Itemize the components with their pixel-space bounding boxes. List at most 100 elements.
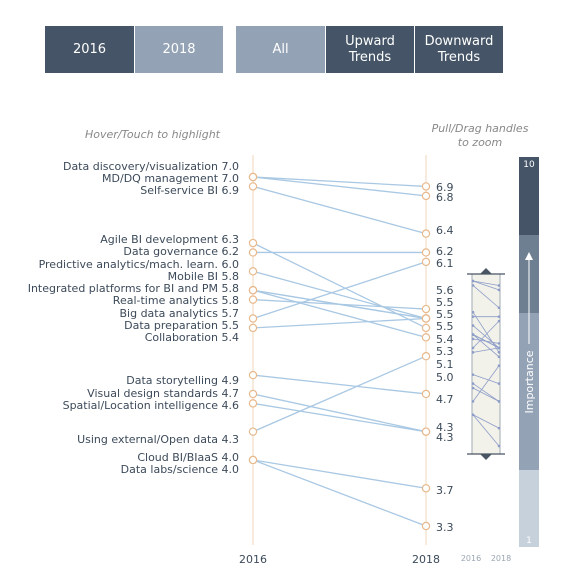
point-2016[interactable] — [248, 314, 258, 323]
left-label[interactable]: Collaboration 5.4 — [145, 331, 239, 344]
left-label[interactable]: MD/DQ management 7.0 — [102, 172, 239, 185]
point-2016[interactable] — [248, 427, 258, 436]
mini-series-line — [472, 374, 500, 384]
point-2016[interactable] — [248, 182, 258, 191]
series-line[interactable] — [252, 459, 427, 489]
series-line[interactable] — [252, 261, 427, 320]
mini-series-line — [472, 347, 500, 353]
point-2016[interactable] — [248, 285, 258, 295]
mini-point — [497, 288, 501, 292]
point-2018[interactable] — [421, 333, 431, 342]
mini-point — [497, 284, 501, 287]
series-line[interactable] — [252, 402, 427, 433]
left-label[interactable]: Self-service BI 6.9 — [140, 184, 239, 197]
zoom-window[interactable] — [471, 273, 501, 455]
mini-series-line — [472, 365, 500, 402]
right-label: 4.3 — [436, 421, 454, 434]
right-label: 5.0 — [436, 371, 454, 384]
mini-point — [497, 355, 501, 359]
point-2018[interactable] — [421, 229, 431, 238]
mini-point — [497, 400, 501, 403]
left-label[interactable]: Using external/Open data 4.3 — [77, 433, 239, 446]
series-line[interactable] — [252, 270, 427, 320]
mini-point — [497, 444, 501, 448]
point-2018[interactable] — [421, 182, 431, 191]
mini-point — [497, 382, 501, 385]
point-2016[interactable] — [248, 267, 258, 276]
year-2018-button[interactable]: 2018 — [135, 26, 223, 73]
left-label[interactable]: Visual design standards 4.7 — [87, 387, 239, 400]
right-label: 5.5 — [436, 320, 454, 333]
series-line[interactable] — [252, 289, 427, 338]
point-2016[interactable] — [248, 399, 258, 408]
series-line[interactable] — [252, 298, 427, 310]
slider-mid-segment[interactable] — [519, 313, 539, 470]
series-line[interactable] — [252, 317, 427, 329]
point-2016[interactable] — [248, 172, 258, 182]
series-line[interactable] — [252, 374, 427, 395]
series-line[interactable] — [252, 459, 427, 527]
left-label[interactable]: Predictive analytics/mach. learn. 6.0 — [39, 258, 239, 271]
right-label: 6.1 — [436, 257, 454, 270]
left-label[interactable]: Mobile BI 5.8 — [168, 270, 239, 283]
point-2018[interactable] — [421, 248, 431, 257]
series-line[interactable] — [252, 176, 427, 188]
series-line[interactable] — [252, 393, 427, 433]
left-label[interactable]: Data preparation 5.5 — [124, 319, 239, 332]
point-2018[interactable] — [421, 427, 431, 436]
mini-x-label: 2018 — [491, 554, 511, 563]
mini-point — [497, 364, 501, 368]
mini-series-line — [472, 280, 500, 291]
downward-trends-button[interactable]: Downward Trends — [415, 26, 503, 73]
point-2016[interactable] — [248, 295, 258, 304]
zoom-bottom-arrow[interactable] — [480, 454, 492, 460]
left-label[interactable]: Cloud BI/BIaaS 4.0 — [137, 451, 239, 464]
x-tick-label: 2018 — [412, 553, 440, 566]
point-2018[interactable] — [421, 389, 431, 399]
mini-point — [471, 346, 475, 350]
point-2016[interactable] — [248, 238, 258, 248]
left-label[interactable]: Integrated platforms for BI and PM 5.8 — [28, 282, 239, 295]
point-2016[interactable] — [248, 370, 258, 380]
right-label: 4.3 — [436, 431, 454, 444]
point-2018[interactable] — [421, 323, 431, 333]
left-label[interactable]: Data labs/science 4.0 — [121, 463, 239, 476]
slider-top-segment[interactable] — [519, 157, 539, 235]
left-label[interactable]: Big data analytics 5.7 — [119, 307, 239, 320]
mini-series-line — [472, 383, 500, 402]
point-2018[interactable] — [421, 257, 431, 267]
right-label: 6.8 — [436, 191, 454, 204]
mini-point — [497, 315, 501, 318]
slider-bottom-segment[interactable] — [519, 470, 539, 547]
upward-trends-button[interactable]: Upward Trends — [326, 26, 414, 73]
mini-point — [497, 306, 501, 310]
right-label: 5.3 — [436, 345, 454, 358]
point-2018[interactable] — [421, 304, 431, 314]
point-2016[interactable] — [248, 389, 258, 399]
left-label[interactable]: Real-time analytics 5.8 — [113, 294, 239, 307]
point-2016[interactable] — [248, 248, 258, 257]
mini-point — [471, 284, 475, 287]
mini-series-line — [472, 285, 500, 309]
left-label[interactable]: Data discovery/visualization 7.0 — [63, 160, 239, 173]
series-line[interactable] — [252, 176, 427, 197]
zoom-top-arrow[interactable] — [480, 268, 492, 274]
point-2018[interactable] — [421, 314, 431, 323]
all-button[interactable]: All — [236, 26, 325, 73]
left-label[interactable]: Data storytelling 4.9 — [126, 374, 239, 387]
point-2018[interactable] — [421, 352, 431, 361]
point-2018[interactable] — [421, 191, 431, 201]
year-2016-button[interactable]: 2016 — [45, 26, 134, 73]
point-2016[interactable] — [248, 323, 258, 333]
left-label[interactable]: Agile BI development 6.3 — [100, 233, 239, 246]
point-2018[interactable] — [421, 521, 431, 531]
left-label[interactable]: Spatial/Location intelligence 4.6 — [63, 399, 239, 412]
point-2018[interactable] — [421, 484, 431, 493]
series-line[interactable] — [252, 242, 427, 329]
left-label[interactable]: Data governance 6.2 — [123, 245, 239, 258]
series-line[interactable] — [252, 185, 427, 235]
point-2016[interactable] — [248, 455, 258, 465]
series-line[interactable] — [252, 355, 427, 433]
right-label: 3.7 — [436, 484, 454, 497]
